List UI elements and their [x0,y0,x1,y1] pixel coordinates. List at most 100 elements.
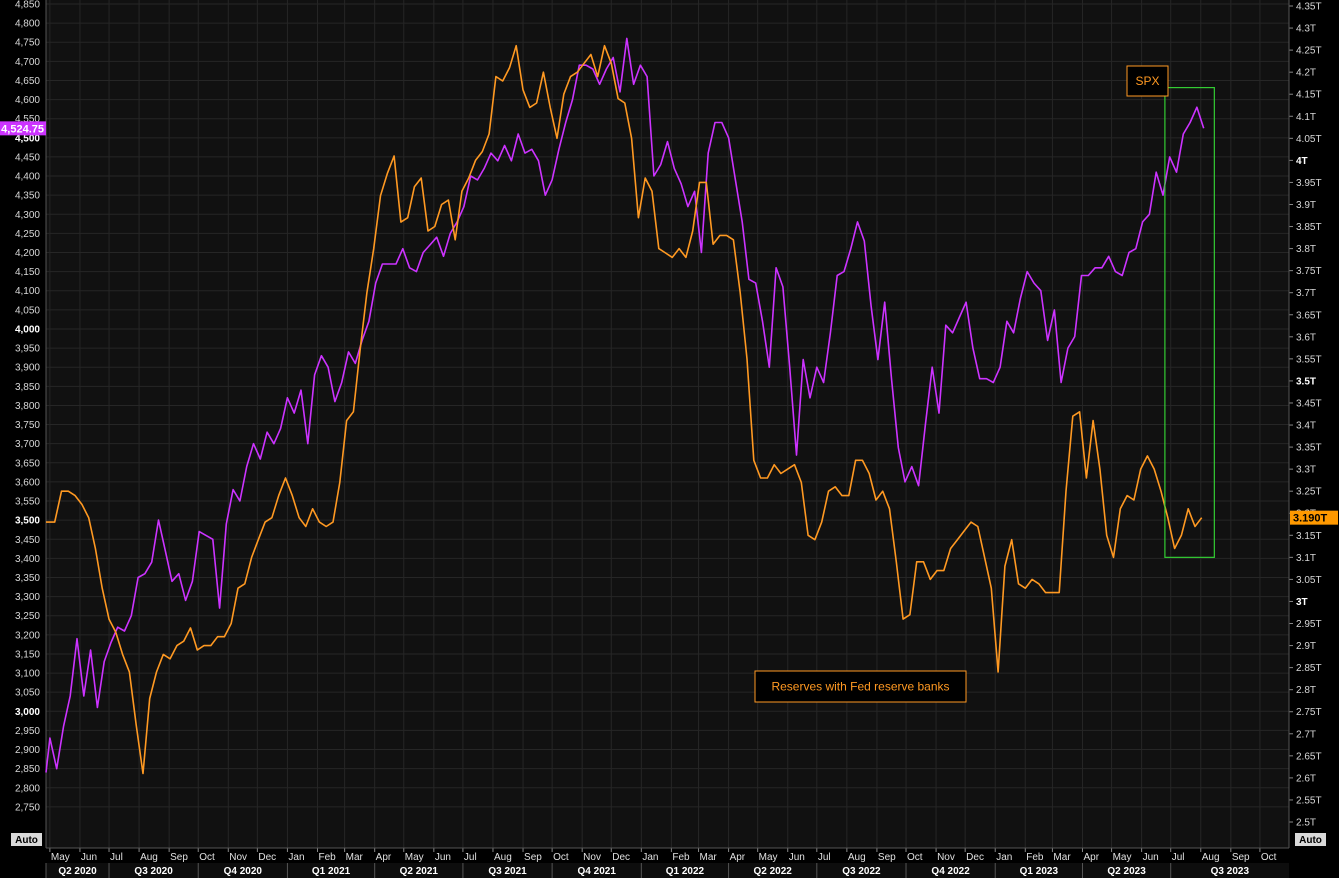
right-tick-label: 4.25T [1296,46,1322,57]
x-axis: May Jun Jul Aug Sep Oct Nov Dec Jan Feb Mar Apr May J… [45,847,1289,878]
left-tick-label: 3,250 [15,611,40,622]
right-tick-label: 4T [1296,156,1308,167]
right-tick-label: 3.1T [1296,553,1316,564]
right-tick-label: 3.8T [1296,244,1316,255]
left-tick-label: 2,750 [15,802,40,813]
left-auto-button[interactable]: Auto [11,833,42,846]
right-tick-label: 4.05T [1296,134,1322,145]
right-tick-label: 3.7T [1296,288,1316,299]
left-tick-label: 3,400 [15,554,40,565]
quarter-label: Q4 2020 [224,866,263,877]
left-tick-label: 2,850 [15,764,40,775]
right-tick-label: 2.75T [1296,707,1322,718]
grid [46,0,1289,848]
month-label: Jan [288,852,304,863]
right-tick-label: 2.65T [1296,751,1322,762]
left-tick-label: 3,550 [15,497,40,508]
month-label: Aug [1202,852,1220,863]
left-auto-bg [11,833,42,846]
month-label: Apr [376,852,392,863]
month-label: May [51,852,70,863]
left-tick-label: 3,450 [15,535,40,546]
right-last-value-badge [1290,510,1338,525]
month-label: Feb [672,852,690,863]
left-tick-label: 3,350 [15,573,40,584]
left-tick-label: 3,650 [15,458,40,469]
month-label: Oct [1261,852,1277,863]
right-tick-label: 4.15T [1296,90,1322,101]
quarter-label: Q2 2020 [58,866,97,877]
month-label: Mar [700,852,718,863]
month-label: Sep [878,852,896,863]
right-tick-label: 2.6T [1296,773,1316,784]
right-tick-label: 2.5T [1296,818,1316,829]
left-tick-label: 3,800 [15,401,40,412]
annotation-reserves: Reserves with Fed reserve banks [754,670,967,703]
badge-layer: Auto Auto 4,524.75 3.190T [0,121,1338,846]
left-axis: 4,850 4,800 4,750 4,700 4,650 4,600 4,550 4,500… [15,0,47,848]
quarter-label: Q2 2021 [400,866,439,877]
left-tick-label: 3,300 [15,592,40,603]
left-tick-label: 3,900 [15,363,40,374]
left-tick-label: 4,850 [15,0,40,11]
month-label: Oct [199,852,215,863]
month-label: May [1113,852,1132,863]
month-label: Mar [1053,852,1071,863]
left-tick-label: 3,100 [15,669,40,680]
left-tick-label: 3,200 [15,630,40,641]
month-label: Nov [583,852,601,863]
series-line-spx [45,37,1205,773]
right-tick-label: 4.1T [1296,112,1316,123]
month-label: Jan [642,852,658,863]
left-tick-label: 4,650 [15,76,40,87]
right-tick-label: 3.3T [1296,465,1316,476]
month-label: Jul [110,852,123,863]
left-tick-label: 3,500 [15,516,40,527]
left-tick-label: 4,600 [15,95,40,106]
annotation-spx: SPX [1126,65,1169,97]
annotation-spx-text: SPX [1135,74,1159,88]
right-tick-label: 2.7T [1296,729,1316,740]
month-label: Nov [229,852,247,863]
month-label: Jan [996,852,1012,863]
left-tick-label: 3,750 [15,420,40,431]
left-tick-label: 4,450 [15,152,40,163]
quarter-label: Q3 2021 [488,866,527,877]
right-tick-label: 3.35T [1296,443,1322,454]
quarter-label: Q3 2022 [842,866,881,877]
right-tick-label: 4.2T [1296,68,1316,79]
left-tick-label: 4,050 [15,305,40,316]
right-tick-label: 2.8T [1296,685,1316,696]
left-tick-label: 2,900 [15,745,40,756]
month-label: Apr [730,852,746,863]
left-tick-label: 3,150 [15,649,40,660]
annotation-reserves-text: Reserves with Fed reserve banks [771,680,949,694]
month-label: Sep [1232,852,1250,863]
annotation-layer: SPX Reserves with Fed reserve banks [754,65,1215,703]
left-tick-label: 3,000 [15,707,40,718]
right-auto-button[interactable]: Auto [1295,833,1326,846]
left-tick-label: 4,250 [15,229,40,240]
month-label: May [759,852,778,863]
annotation-spx-box [1126,65,1169,97]
series-layer [45,37,1205,775]
quarter-label: Q4 2021 [578,866,617,877]
left-last-value-label: 4,524.75 [1,123,44,135]
month-label: Jul [1172,852,1185,863]
annotation-reserves-box [754,670,967,703]
month-label: Aug [494,852,512,863]
right-tick-label: 3.15T [1296,531,1322,542]
month-label: Sep [170,852,188,863]
quarter-band [46,863,1289,878]
left-tick-label: 3,850 [15,382,40,393]
right-tick-label: 3.45T [1296,398,1322,409]
left-tick-label: 4,200 [15,248,40,259]
month-label: Sep [524,852,542,863]
right-tick-label: 3T [1296,597,1308,608]
left-tick-label: 3,050 [15,688,40,699]
left-tick-label: 4,150 [15,267,40,278]
month-label: Aug [140,852,158,863]
right-tick-label: 2.85T [1296,663,1322,674]
month-label: Oct [553,852,569,863]
